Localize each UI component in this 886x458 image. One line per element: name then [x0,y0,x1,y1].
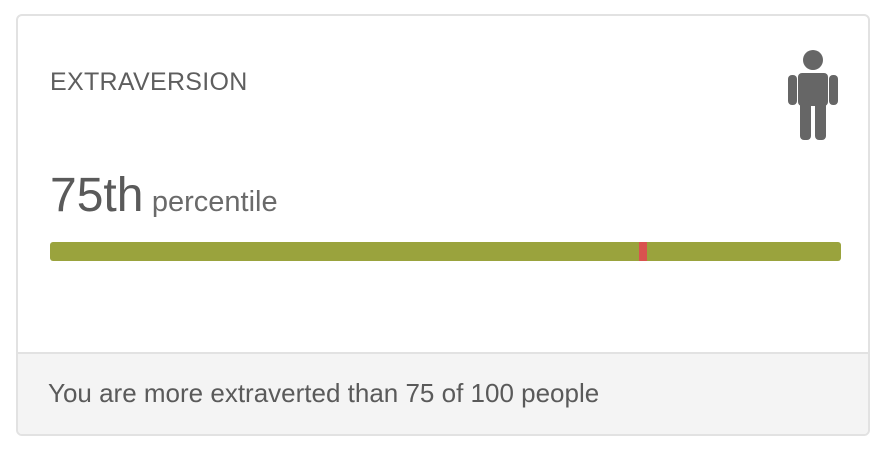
person-icon [788,50,838,140]
footer-summary: You are more extraverted than 75 of 100 … [48,378,600,408]
percentile-unit: percentile [151,186,278,218]
percentile-bar [50,242,841,261]
trait-card: EXTRAVERSION 75th percentile You are mor… [16,14,870,436]
card-body: EXTRAVERSION 75th percentile [18,16,868,354]
card-footer: You are more extraverted than 75 of 100 … [18,352,868,434]
percentile-marker [639,242,648,261]
percentile-readout: 75th percentile [50,168,278,223]
trait-title: EXTRAVERSION [50,68,248,96]
percentile-value: 75th [50,169,144,222]
